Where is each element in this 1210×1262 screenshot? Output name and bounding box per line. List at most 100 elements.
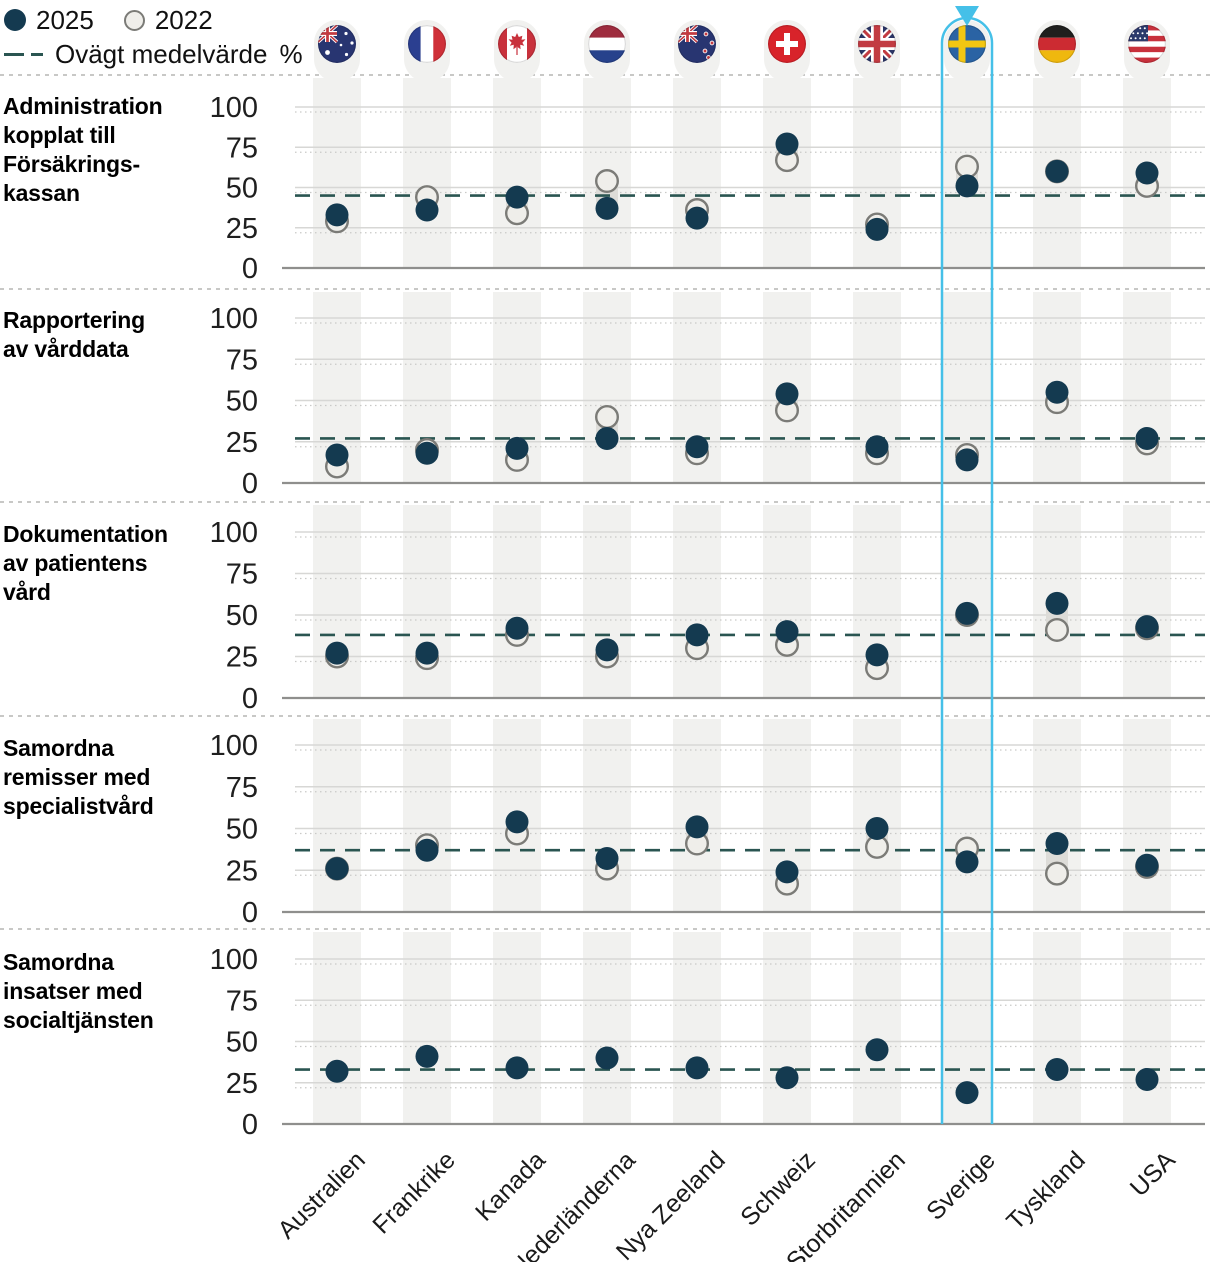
sweden-marker-icon: [955, 6, 979, 26]
column-band: [583, 719, 631, 912]
y-tick-label: 75: [226, 132, 258, 164]
legend-mean-line-icon: [4, 52, 24, 56]
legend-series-row: 2025 2022: [4, 3, 303, 37]
dot-2025-schweiz: [775, 132, 799, 156]
country-header-schweiz: [764, 20, 810, 82]
dot-2025-usa: [1135, 615, 1159, 639]
y-tick-label: 50: [226, 814, 258, 846]
dot-2025-storbritannien: [865, 817, 889, 840]
chart-legend: 2025 2022 Ovägt medelvärde %: [4, 3, 303, 71]
y-tick-label: 100: [210, 303, 258, 335]
column-band: [403, 719, 451, 912]
column-band: [1123, 719, 1171, 912]
column-band: [763, 505, 811, 698]
dot-2025-kanada: [505, 810, 529, 834]
y-tick-label: 100: [210, 517, 258, 549]
dot-2025-frankrike: [415, 641, 439, 665]
dot-2025-sverige: [955, 601, 979, 625]
country-header-usa: [1124, 20, 1170, 82]
dot-2025-frankrike: [415, 838, 439, 862]
country-header-storbritannien: [854, 20, 900, 82]
dot-2025-storbritannien: [865, 1038, 889, 1062]
dot-2025-sverige: [955, 850, 979, 874]
y-tick-label: 75: [226, 772, 258, 804]
dot-2025-frankrike: [415, 1044, 439, 1068]
y-tick-label: 100: [210, 944, 258, 976]
country-header-nya-zeeland: [674, 20, 720, 82]
column-band: [853, 932, 901, 1124]
panel-title-4: Samordna remisser med specialistvård: [3, 735, 154, 819]
column-band: [313, 505, 361, 698]
dot-2025-australien: [325, 857, 349, 881]
panel-title-5: Samordna insatser med socialtjänsten: [3, 949, 154, 1033]
dot-2025-nya-zeeland: [685, 623, 709, 647]
y-tick-label: 25: [226, 213, 258, 245]
dot-2022-tyskland: [1044, 617, 1069, 642]
country-header-nederlanderna: [584, 20, 630, 82]
panel-title-2: Rapportering av vårddata: [3, 307, 145, 362]
sweden-flag-icon: [948, 25, 986, 63]
dot-2025-sverige: [955, 174, 979, 198]
dot-2025-nederlanderna: [595, 426, 619, 450]
column-band: [403, 78, 451, 268]
switzerland-flag-icon: [768, 25, 806, 63]
y-tick-label: 100: [210, 92, 258, 124]
country-header-frankrike: [404, 20, 450, 82]
dot-2025-tyskland: [1045, 591, 1069, 615]
country-header-kanada: [494, 20, 540, 82]
france-flag-icon: [408, 25, 446, 63]
column-band: [943, 719, 991, 912]
usa-flag-icon: [1128, 25, 1166, 63]
dot-2025-nya-zeeland: [685, 435, 709, 459]
dot-2025-kanada: [505, 616, 529, 640]
column-band: [583, 505, 631, 698]
dot-2025-nya-zeeland: [685, 815, 709, 839]
column-band: [673, 932, 721, 1124]
legend-2025-label: 2025: [36, 4, 94, 35]
y-tick-label: 50: [226, 386, 258, 418]
dot-2025-australien: [325, 443, 349, 467]
y-tick-label: 0: [242, 468, 258, 500]
dot-2025-tyskland: [1045, 1058, 1069, 1082]
column-band: [313, 719, 361, 912]
dot-2022-sverige: [955, 154, 980, 179]
column-band: [313, 78, 361, 268]
column-band: [943, 505, 991, 698]
dot-2025-australien: [325, 641, 349, 665]
legend-2025-marker-icon: [4, 9, 26, 31]
column-band: [583, 932, 631, 1124]
netherlands-flag-icon: [588, 25, 626, 63]
column-band: [673, 78, 721, 268]
dot-2025-storbritannien: [865, 217, 889, 241]
dot-2025-kanada: [505, 436, 529, 460]
dot-2022-nederlanderna: [595, 405, 620, 430]
australia-flag-icon: [318, 25, 356, 63]
y-tick-label: 75: [226, 985, 258, 1017]
dot-2025-australien: [325, 1059, 349, 1083]
dot-2025-frankrike: [415, 198, 439, 222]
column-band: [1033, 932, 1081, 1124]
dot-2025-usa: [1135, 853, 1159, 877]
dot-2025-nederlanderna: [595, 196, 619, 220]
dot-2022-tyskland: [1044, 861, 1069, 886]
column-band: [853, 719, 901, 912]
column-band: [1123, 932, 1171, 1124]
dot-2025-sverige: [955, 1081, 979, 1105]
dot-2025-australien: [325, 203, 349, 227]
uk-flag-icon: [858, 25, 896, 63]
y-tick-label: 100: [210, 730, 258, 762]
y-tick-label: 50: [226, 173, 258, 205]
y-tick-label: 0: [242, 1109, 258, 1141]
legend-2022-marker-icon: [123, 9, 145, 31]
dot-2025-nederlanderna: [595, 1046, 619, 1070]
country-header-sverige: [944, 20, 990, 82]
panel-title-3: Dokumentation av patientens vård: [3, 521, 168, 605]
dot-2025-schweiz: [775, 860, 799, 884]
dot-2022-nederlanderna: [595, 169, 620, 194]
column-band: [763, 932, 811, 1124]
y-tick-label: 50: [226, 600, 258, 632]
y-tick-label: 25: [226, 1068, 258, 1100]
dot-2025-kanada: [505, 185, 529, 209]
